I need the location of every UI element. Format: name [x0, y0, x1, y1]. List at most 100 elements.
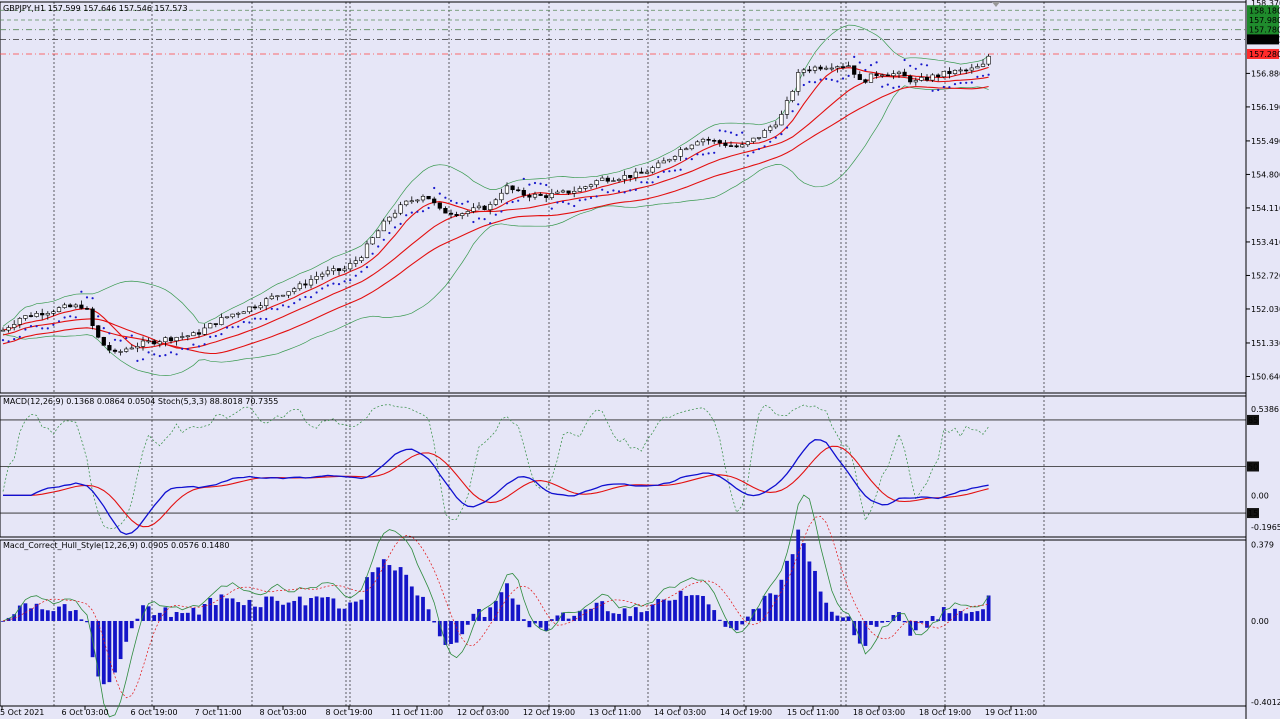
candle-body[interactable] — [292, 288, 297, 293]
candle-body[interactable] — [656, 162, 661, 168]
candle-body[interactable] — [622, 175, 627, 180]
candle-body[interactable] — [661, 160, 666, 164]
candle-body[interactable] — [717, 140, 722, 144]
candle-body[interactable] — [23, 315, 28, 319]
candle-body[interactable] — [712, 140, 717, 142]
candle-body[interactable] — [835, 66, 840, 69]
candle-body[interactable] — [370, 237, 375, 245]
candle-body[interactable] — [157, 341, 162, 345]
candle-body[interactable] — [936, 74, 941, 78]
candle-body[interactable] — [219, 317, 224, 325]
candle-body[interactable] — [185, 335, 190, 338]
candle-body[interactable] — [28, 315, 34, 317]
candle-body[interactable] — [880, 74, 885, 77]
candle-body[interactable] — [297, 283, 302, 290]
candle-body[interactable] — [12, 324, 17, 328]
candle-body[interactable] — [549, 193, 554, 198]
candle-body[interactable] — [348, 263, 353, 270]
candle-body[interactable] — [706, 138, 711, 141]
candle-body[interactable] — [908, 75, 913, 83]
candle-body[interactable] — [381, 220, 386, 232]
candle-body[interactable] — [874, 73, 879, 76]
candle-body[interactable] — [527, 194, 532, 198]
candle-body[interactable] — [818, 66, 823, 70]
candle-body[interactable] — [376, 230, 381, 238]
candle-body[interactable] — [555, 191, 560, 194]
candle-body[interactable] — [40, 313, 45, 316]
candle-body[interactable] — [409, 200, 414, 203]
candle-body[interactable] — [616, 179, 622, 181]
candle-body[interactable] — [751, 137, 756, 142]
candle-body[interactable] — [331, 268, 336, 272]
candle-body[interactable] — [432, 198, 437, 204]
candle-body[interactable] — [258, 305, 263, 309]
candle-body[interactable] — [560, 190, 566, 193]
candle-body[interactable] — [600, 177, 605, 181]
candle-body[interactable] — [62, 304, 67, 308]
candle-body[interactable] — [672, 156, 678, 160]
candle-body[interactable] — [684, 148, 689, 151]
candle-body[interactable] — [885, 74, 890, 77]
candle-body[interactable] — [174, 336, 179, 342]
candle-body[interactable] — [784, 100, 790, 115]
candle-body[interactable] — [84, 308, 90, 310]
candle-body[interactable] — [633, 171, 638, 178]
candle-body[interactable] — [353, 260, 358, 264]
candle-body[interactable] — [947, 71, 952, 74]
candle-body[interactable] — [359, 257, 364, 262]
candle-body[interactable] — [532, 193, 538, 198]
candle-body[interactable] — [191, 332, 196, 337]
candle-body[interactable] — [247, 306, 252, 313]
candle-body[interactable] — [236, 312, 241, 315]
candle-body[interactable] — [824, 67, 829, 70]
candle-body[interactable] — [68, 304, 73, 308]
candle-body[interactable] — [678, 149, 683, 157]
candle-body[interactable] — [163, 337, 168, 343]
candle-body[interactable] — [728, 145, 734, 147]
candle-body[interactable] — [325, 270, 330, 275]
candle-body[interactable] — [583, 186, 588, 189]
candle-body[interactable] — [398, 204, 403, 214]
candle-body[interactable] — [605, 177, 610, 182]
candle-body[interactable] — [773, 124, 778, 128]
candle-body[interactable] — [969, 67, 974, 71]
candle-body[interactable] — [118, 351, 123, 353]
candle-body[interactable] — [51, 311, 56, 314]
candle-body[interactable] — [504, 185, 510, 194]
candle-body[interactable] — [488, 204, 493, 211]
candle-body[interactable] — [460, 213, 465, 216]
candle-body[interactable] — [420, 195, 426, 201]
hull-macd-pane[interactable] — [1, 494, 991, 718]
candle-body[interactable] — [538, 193, 543, 196]
candle-body[interactable] — [896, 71, 902, 74]
candle-body[interactable] — [790, 91, 795, 101]
candle-body[interactable] — [639, 171, 644, 174]
candle-body[interactable] — [667, 159, 672, 162]
candle-body[interactable] — [796, 72, 801, 92]
candle-body[interactable] — [443, 207, 448, 214]
candle-body[interactable] — [213, 323, 218, 325]
candle-body[interactable] — [56, 307, 62, 313]
candle-body[interactable] — [952, 70, 958, 74]
candle-body[interactable] — [364, 243, 370, 258]
candle-body[interactable] — [180, 336, 185, 338]
candle-body[interactable] — [308, 279, 314, 286]
candle-body[interactable] — [594, 180, 599, 186]
candle-body[interactable] — [465, 211, 470, 214]
candle-body[interactable] — [230, 313, 235, 318]
candle-body[interactable] — [454, 214, 459, 216]
candle-body[interactable] — [650, 167, 655, 173]
candle-body[interactable] — [756, 137, 762, 139]
candle-body[interactable] — [275, 295, 280, 298]
candle-body[interactable] — [112, 349, 118, 352]
candle-body[interactable] — [448, 212, 454, 215]
candle-body[interactable] — [919, 77, 924, 81]
candle-body[interactable] — [975, 66, 980, 69]
candle-body[interactable] — [812, 66, 818, 71]
candle-body[interactable] — [958, 69, 963, 72]
candle-body[interactable] — [510, 185, 515, 191]
candle-body[interactable] — [521, 189, 526, 196]
candle-body[interactable] — [415, 199, 420, 202]
macd-stoch-pane[interactable] — [0, 404, 1246, 535]
candle-body[interactable] — [426, 195, 431, 200]
